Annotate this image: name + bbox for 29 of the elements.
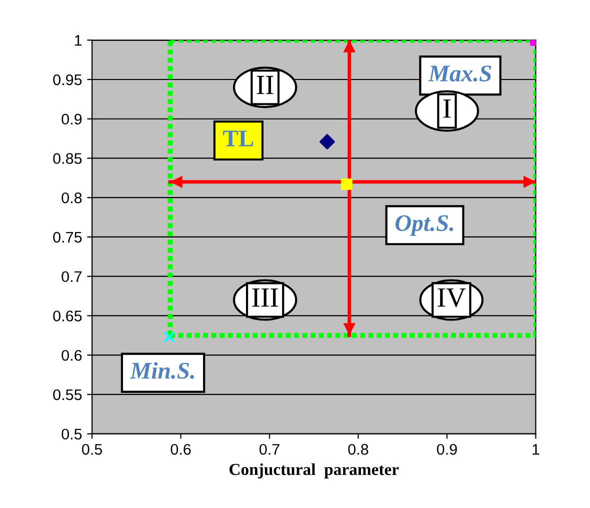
- y-tick-label: 0.65: [53, 310, 82, 322]
- y-tick-label: 0.8: [62, 192, 82, 204]
- annotation: IV: [438, 288, 466, 308]
- x-tick-label: 0.5: [82, 444, 102, 455]
- x-tick-label: 0.6: [170, 444, 191, 455]
- y-tick-label: 0.95: [53, 74, 82, 86]
- y-tick-label: 0.9: [62, 114, 82, 125]
- annotation: TL: [223, 130, 254, 146]
- point: [164, 331, 175, 343]
- point: [320, 134, 335, 150]
- annotation: I: [443, 99, 451, 118]
- y-tick-label: 0.5: [62, 428, 82, 440]
- y-tick-label: 0.55: [53, 389, 82, 400]
- x-tick-label: 1: [532, 444, 540, 455]
- x-tick-label: 0.8: [348, 444, 368, 455]
- y-tick-label: 0.85: [53, 153, 82, 164]
- annotation: III: [252, 288, 278, 307]
- annotation: II: [256, 76, 274, 94]
- point: [341, 178, 352, 190]
- y-tick-label: 0.75: [53, 232, 82, 243]
- annotation: Opt.S.: [395, 215, 454, 236]
- y-tick-label: 1: [74, 35, 82, 46]
- annotation: Min.S.: [130, 362, 194, 379]
- y-tick-label: 0.7: [62, 271, 82, 282]
- annotation: Max.S: [428, 66, 492, 82]
- x-tick-label: 0.7: [259, 444, 280, 455]
- x-tick-label: 0.9: [436, 444, 457, 455]
- y-tick-label: 0.6: [62, 350, 82, 361]
- x-axis-title: Conjuctural parameter: [230, 463, 399, 478]
